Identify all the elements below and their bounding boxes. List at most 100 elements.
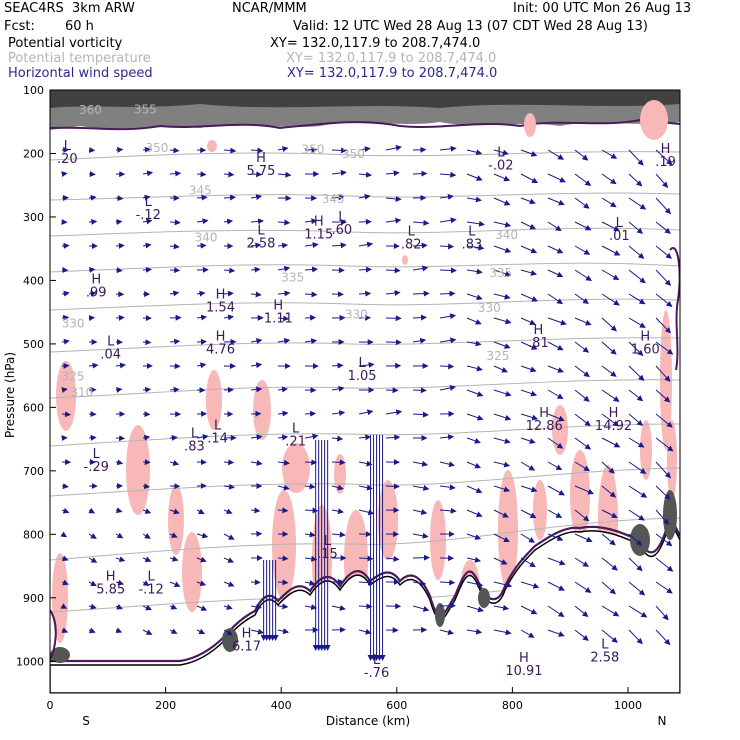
x-tick-label: 800 [502, 699, 523, 712]
wind-arrow [601, 365, 617, 377]
wind-arrow [655, 509, 670, 525]
wind-arrow [439, 171, 457, 178]
wind-arrow [250, 460, 263, 466]
wind-arrow [223, 267, 236, 274]
wind-arrow [196, 362, 207, 369]
wind-arrow [142, 242, 152, 249]
wind-arrow [358, 361, 375, 368]
wind-arrow [574, 317, 592, 326]
pv-low-marker: L [373, 653, 381, 668]
wind-arrow [196, 556, 207, 563]
wind-arrow [466, 244, 485, 251]
wind-arrow [331, 194, 345, 201]
wind-arrow [304, 146, 318, 153]
wind-arrow [493, 197, 511, 206]
theta-labels: 350 350 350 345 345 340 340 335 335 330 330 330 325 3… [62, 102, 518, 399]
wind-arrow [466, 149, 483, 156]
wind-arrow [655, 389, 671, 403]
wind-arrow [628, 389, 644, 402]
wind-arrow [628, 509, 645, 521]
pv-extremum-value: -.29 [84, 460, 109, 475]
wind-arrow [655, 341, 674, 355]
wind-arrow [196, 218, 209, 225]
wind-arrow [61, 242, 70, 249]
wind-arrow [277, 507, 289, 514]
wind-arrow [466, 173, 483, 181]
pv-extremum-value: .81 [528, 336, 549, 351]
wind-arrow [520, 581, 540, 589]
wind-arrow [88, 218, 98, 225]
wind-arrow [601, 293, 620, 306]
wind-arrow [601, 197, 617, 208]
wind-arrow [547, 533, 564, 541]
y-tick-label: 500 [23, 338, 44, 351]
pv-extremum-value: .15 [317, 547, 338, 562]
wind-arrow [412, 265, 429, 272]
wind-arrow [358, 460, 373, 467]
wind-arrow [196, 290, 206, 297]
wind-arrow [520, 461, 536, 471]
wind-arrow [142, 218, 153, 225]
wind-arrow [88, 266, 96, 273]
wind-arrow [547, 221, 562, 232]
wind-arrow [601, 413, 619, 427]
wind-arrow [412, 411, 429, 418]
field-theta-xy: XY= 132.0,117.9 to 208.7,474.0 [286, 51, 497, 66]
wind-arrow [115, 362, 126, 369]
pv-extremum-value: -.76 [364, 666, 389, 681]
wind-arrow [412, 554, 430, 561]
wind-arrow [115, 314, 125, 321]
wind-arrow [250, 147, 264, 154]
pv-high-marker: H [273, 298, 283, 313]
wind-arrow [331, 484, 344, 491]
wind-arrow [250, 171, 263, 178]
wind-arrow [277, 146, 289, 153]
pv-extremum-value: .14 [207, 431, 228, 446]
wind-arrow [655, 581, 673, 594]
wind-arrow [277, 386, 288, 393]
field-wind-xy: XY= 132.0,117.9 to 208.7,474.0 [287, 66, 498, 81]
y-tick-label: 400 [23, 274, 44, 287]
pv-extremum-value: -.12 [138, 582, 163, 597]
wind-arrow [520, 365, 537, 373]
pv-low-marker: L [292, 421, 300, 436]
wind-arrow [520, 389, 538, 397]
wind-arrow [88, 362, 99, 369]
wind-arrow [601, 173, 617, 185]
wind-arrow [169, 219, 181, 226]
wind-arrow [277, 290, 291, 297]
wind-arrow [60, 531, 68, 538]
wind-arrow [547, 461, 563, 471]
pv-high-marker: H [534, 323, 544, 338]
wind-arrow [115, 459, 124, 466]
wind-arrow [628, 413, 644, 427]
wind-arrow [358, 241, 374, 248]
wind-arrow [142, 580, 150, 586]
wind-arrow [196, 508, 205, 515]
wind-arrow [142, 386, 152, 393]
pv-extremum-value: 2.58 [246, 236, 275, 251]
wind-arrow [385, 555, 400, 562]
wind-arrow [223, 218, 234, 225]
wind-arrow [115, 267, 123, 274]
wind-arrow [142, 604, 152, 611]
wind-arrow [304, 459, 318, 466]
wind-arrow [628, 581, 646, 596]
pv-extremum-value: .83 [462, 238, 483, 253]
wind-arrow [493, 533, 510, 543]
wind-arrow [601, 221, 620, 232]
wind-arrow [277, 459, 290, 466]
wind-arrow [196, 194, 208, 201]
wind-arrow [655, 557, 674, 572]
wind-arrow [520, 173, 539, 183]
wind-arrow [304, 483, 316, 490]
pv-low-marker: L [324, 534, 332, 549]
wind-arrow [304, 291, 318, 298]
wind-arrow [88, 434, 97, 441]
y-tick-label: 200 [23, 147, 44, 160]
pv-low-marker: L [107, 334, 115, 349]
pv-high-marker: H [661, 142, 671, 157]
wind-arrow [574, 461, 591, 472]
wind-arrow [628, 149, 644, 166]
valid-time: Valid: 12 UTC Wed 28 Aug 13 (07 CDT Wed … [293, 19, 648, 34]
